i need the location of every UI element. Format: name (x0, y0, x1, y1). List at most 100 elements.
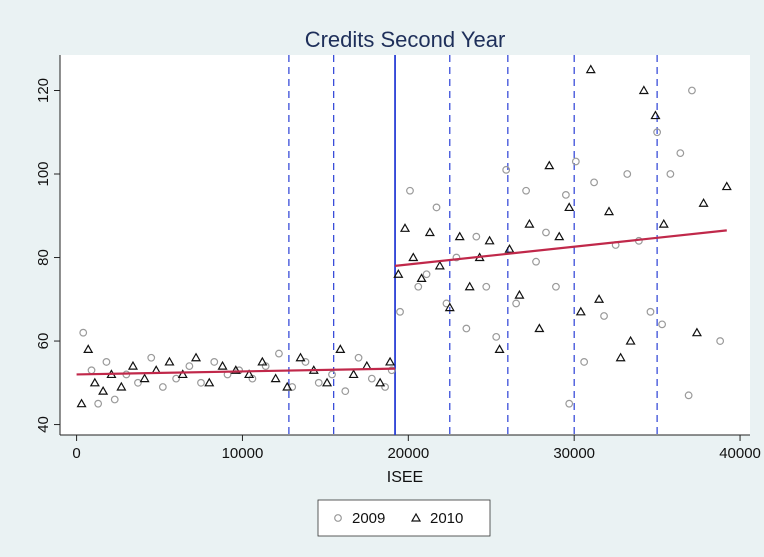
point (230, 365, 241, 374)
point (134, 378, 142, 387)
x-tick-label: 40000 (719, 445, 761, 462)
point (484, 235, 495, 245)
point (444, 302, 455, 312)
point (688, 86, 696, 95)
point (454, 231, 465, 241)
point (172, 374, 181, 383)
point (452, 253, 461, 262)
point (514, 289, 525, 299)
point (638, 85, 649, 95)
point (691, 327, 702, 337)
point (414, 282, 423, 291)
point (408, 252, 419, 262)
legend-box (317, 499, 491, 537)
point (399, 223, 411, 232)
point (650, 110, 661, 120)
point (217, 360, 228, 370)
point (603, 206, 615, 216)
point (658, 218, 669, 228)
point (204, 377, 215, 387)
point (666, 170, 675, 178)
y-tick-label: 60 (35, 333, 52, 350)
point (301, 358, 310, 366)
y-tick-label: 40 (35, 416, 52, 433)
point (561, 190, 570, 199)
point (594, 294, 605, 303)
point (385, 356, 396, 366)
point (177, 369, 188, 379)
point (314, 378, 323, 387)
point (396, 307, 404, 316)
point (462, 324, 471, 333)
point (532, 257, 540, 266)
point (492, 332, 501, 341)
point (416, 273, 427, 283)
point (564, 202, 575, 212)
point (282, 381, 293, 391)
x-tick-label: 10000 (222, 445, 264, 462)
point (534, 323, 545, 333)
point (698, 198, 709, 207)
point (542, 228, 550, 237)
point (275, 349, 283, 358)
point (585, 64, 596, 74)
point (434, 260, 445, 270)
point (322, 377, 333, 387)
legend-label: 2010 (430, 510, 463, 527)
point (552, 282, 560, 291)
point (721, 181, 732, 191)
point (502, 165, 511, 174)
point (580, 358, 589, 366)
point (482, 282, 491, 291)
point (653, 128, 662, 137)
point (676, 149, 685, 158)
x-tick-label: 30000 (553, 445, 595, 462)
x-tick-label: 20000 (387, 445, 429, 462)
point (139, 373, 150, 383)
point (524, 218, 535, 228)
point (102, 358, 111, 366)
point (341, 387, 350, 396)
point (348, 369, 359, 379)
point (544, 160, 555, 170)
fit-line (394, 229, 727, 267)
point (185, 362, 194, 370)
point (422, 270, 431, 279)
point (270, 373, 281, 383)
point (625, 335, 636, 345)
point (367, 374, 376, 383)
y-tick-label: 100 (35, 161, 52, 186)
point (79, 328, 88, 337)
point (464, 281, 475, 291)
point (354, 353, 363, 362)
point (110, 395, 119, 404)
legend-marker (410, 512, 422, 522)
point (147, 353, 156, 362)
point (406, 186, 414, 195)
point (571, 157, 580, 166)
point (295, 352, 306, 362)
point (590, 178, 598, 187)
point (244, 369, 255, 379)
point (575, 306, 586, 316)
point (335, 344, 346, 353)
y-tick-label: 80 (35, 249, 52, 266)
legend-marker (334, 514, 342, 522)
point (381, 383, 389, 391)
point (127, 360, 139, 370)
point (615, 352, 626, 362)
point (565, 399, 574, 408)
fit-line (76, 367, 396, 376)
point (375, 377, 386, 387)
point (158, 383, 167, 391)
point (684, 391, 693, 400)
y-tick-label: 120 (35, 78, 52, 103)
point (424, 227, 435, 237)
point (658, 320, 666, 329)
point (164, 356, 175, 366)
point (716, 337, 725, 345)
point (623, 170, 632, 178)
point (257, 356, 268, 366)
